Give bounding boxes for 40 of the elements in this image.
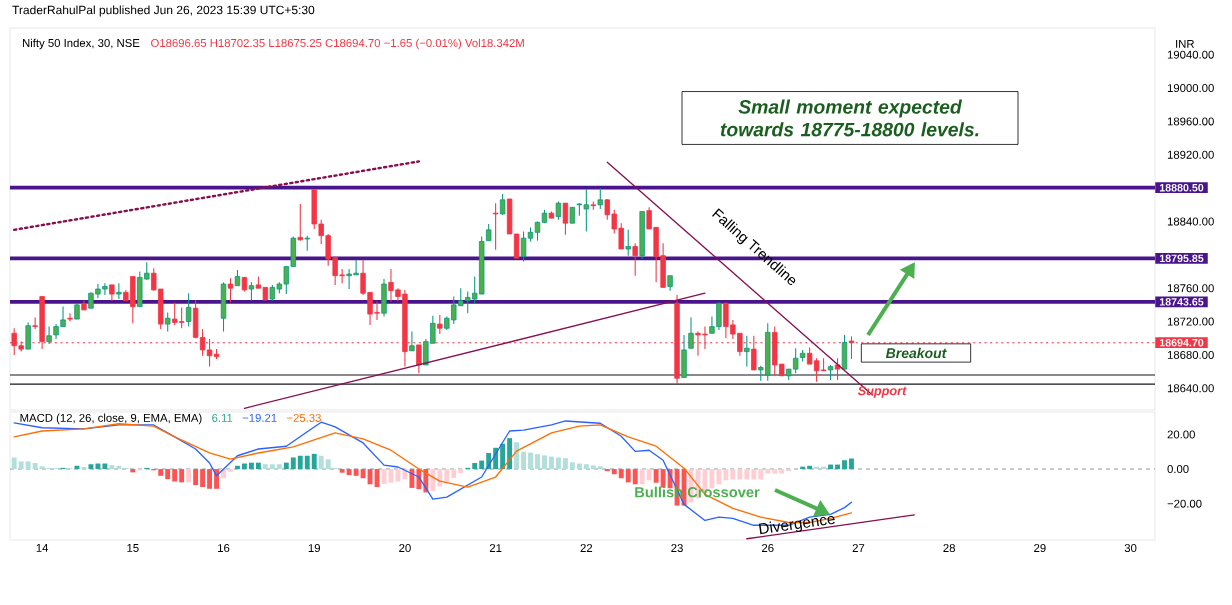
y-axis-title: INR <box>1176 40 1195 48</box>
x-tick-label: 22 <box>580 544 593 552</box>
y-tick-label: 18760.00 <box>1167 284 1214 293</box>
ref-line-label: 18795.85 <box>1159 254 1204 263</box>
annotation: Breakout <box>885 347 947 359</box>
series-label: −25.33 <box>287 413 321 422</box>
y-tick-label: 18720.00 <box>1167 317 1214 326</box>
y-tick-label: 19000.00 <box>1167 84 1214 93</box>
x-tick-label: 27 <box>852 544 865 552</box>
y-tick-label: 18640.00 <box>1167 384 1214 393</box>
x-tick-label: 26 <box>762 544 774 553</box>
x-tick-label: 28 <box>943 544 955 553</box>
y-tick-label: 0.00 <box>1167 465 1189 474</box>
x-tick-label: 19 <box>308 544 320 553</box>
x-tick-label: 20 <box>399 544 411 553</box>
ref-line-label: 18694.70 <box>1159 338 1204 347</box>
text: −19.21 <box>242 413 277 422</box>
y-tick-label: 18680.00 <box>1167 350 1214 359</box>
x-tick-label: 16 <box>218 544 230 553</box>
text: Nifty 50 Index, 30, NSE <box>22 38 140 50</box>
x-tick-label: 30 <box>1124 544 1137 553</box>
ref-line-label: 18743.65 <box>1159 298 1204 306</box>
chart-title: MACD (12, 26, close, 9, EMA, EMA) <box>20 413 202 425</box>
x-tick-label: 21 <box>489 544 502 552</box>
x-tick-label: 15 <box>127 544 139 552</box>
y-tick-label: 18840.00 <box>1167 217 1214 226</box>
x-tick-label: 23 <box>671 544 683 553</box>
y-tick-label: 20.00 <box>1167 430 1195 439</box>
y-tick-label: 18920.00 <box>1167 150 1214 159</box>
y-tick-label: −20.00 <box>1167 499 1202 508</box>
x-tick-label: 29 <box>1034 544 1046 553</box>
ref-line-label: 18880.50 <box>1159 183 1204 192</box>
x-tick-label: 14 <box>36 544 49 552</box>
y-tick-label: 18960.00 <box>1167 117 1214 126</box>
annotation: Divergence <box>758 515 835 535</box>
y-tick-label: 19040.00 <box>1167 50 1214 59</box>
text: 6.11 <box>212 413 233 422</box>
annotation: Small moment expected towards 18775-18800 levels. <box>720 99 979 137</box>
text: TraderRahulPal published Jun 26, 2023 15:39 UTC+5:30 <box>12 5 315 17</box>
text: O18696.65 H18702.35 L18675.25 C18694.70 −1.65 (−0.01%) Vol18.342M <box>151 38 524 50</box>
